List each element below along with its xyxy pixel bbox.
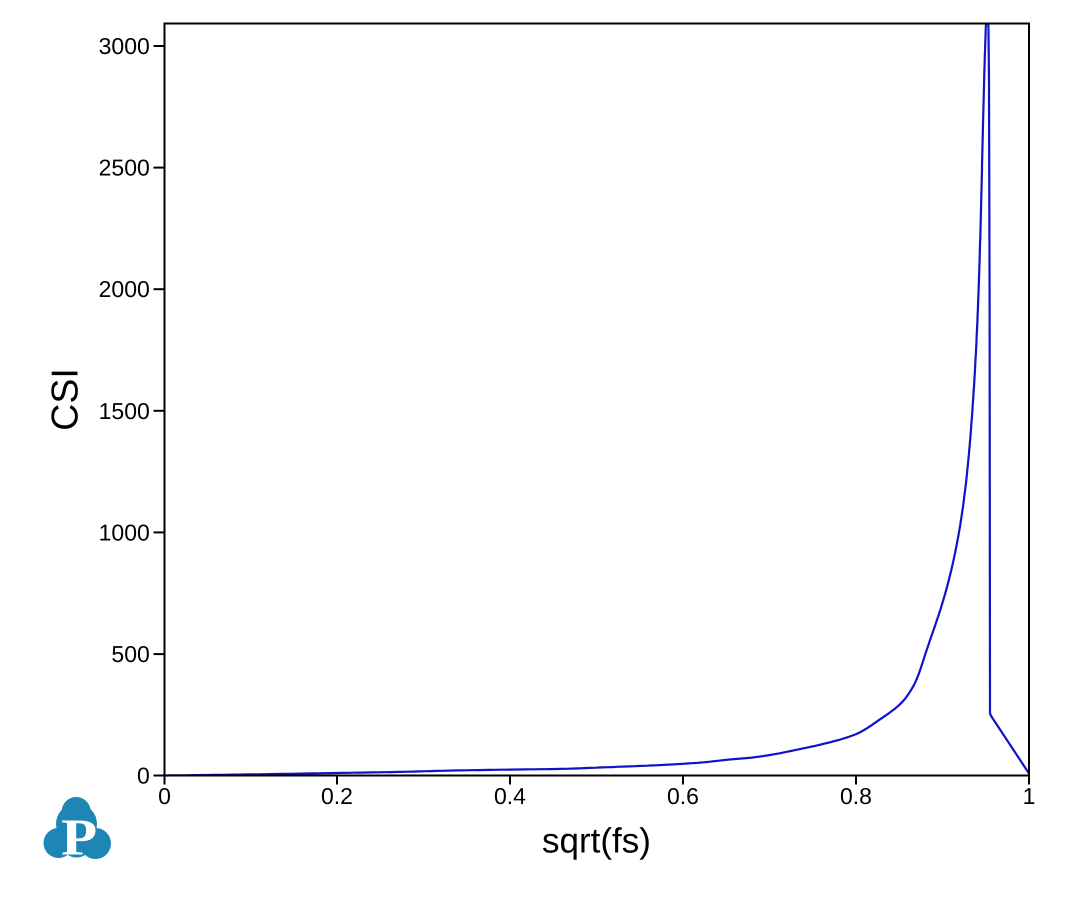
svg-text:CSI: CSI [43,368,85,431]
svg-text:0.8: 0.8 [840,783,872,809]
svg-text:sqrt(fs): sqrt(fs) [542,822,651,861]
svg-text:2500: 2500 [99,155,150,181]
svg-text:1: 1 [1023,783,1036,809]
svg-text:3000: 3000 [99,33,150,59]
svg-text:1500: 1500 [99,398,150,424]
svg-text:0: 0 [137,763,150,789]
svg-text:2000: 2000 [99,276,150,302]
svg-text:0.4: 0.4 [494,783,526,809]
svg-text:0.6: 0.6 [667,783,699,809]
svg-text:1000: 1000 [99,519,150,545]
svg-text:500: 500 [111,641,149,667]
svg-text:0: 0 [158,783,171,809]
svg-text:P: P [61,810,97,867]
svg-text:0.2: 0.2 [321,783,353,809]
